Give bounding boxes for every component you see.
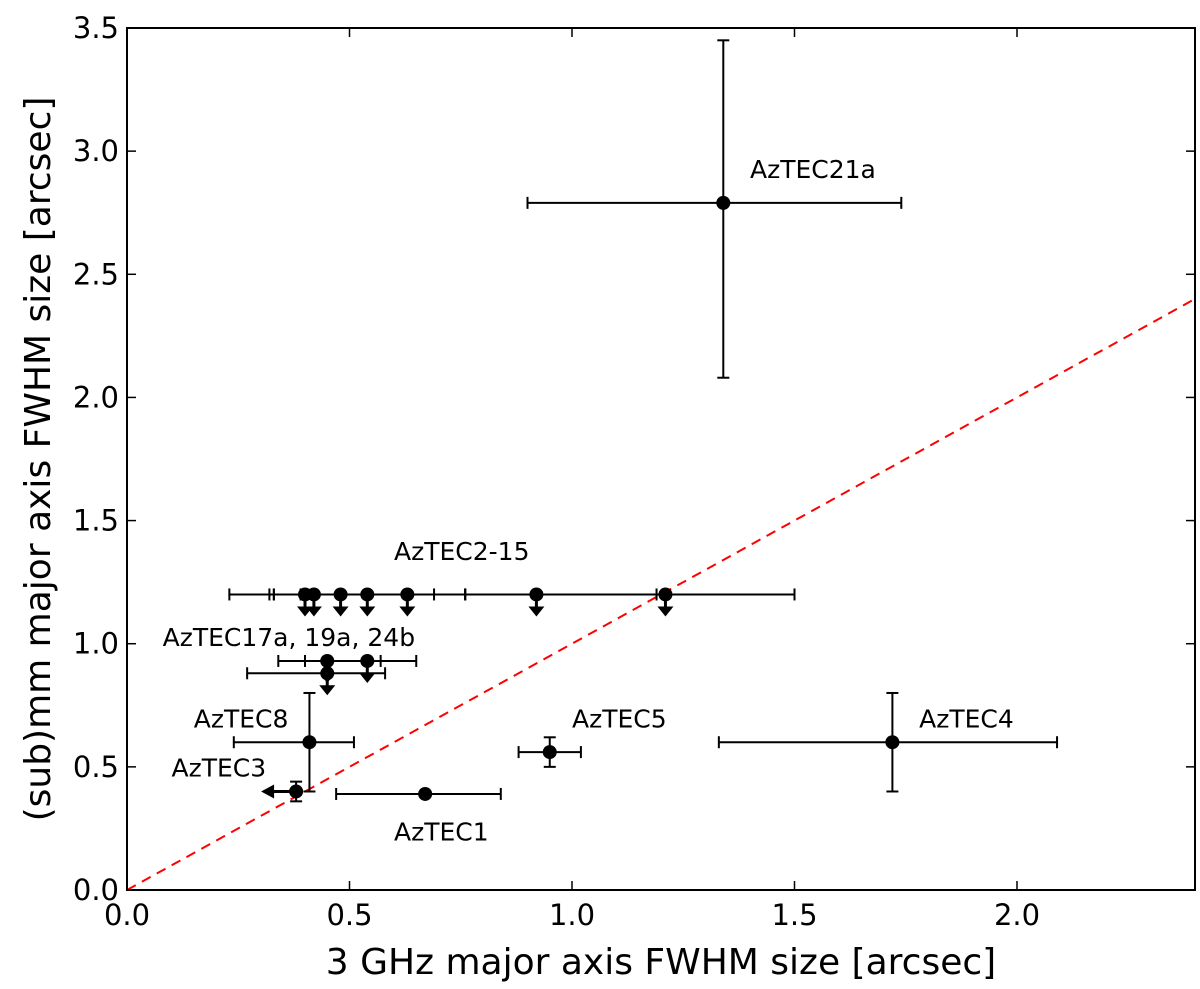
data-point-group bbox=[272, 587, 467, 617]
point-annotation: AzTEC1 bbox=[394, 818, 489, 847]
upper-limit-arrow-head bbox=[528, 606, 545, 617]
axis-ticks: 0.0 0.5 1.0 1.5 2.0 0.0 0.5 1.0 1.5 2.0 2.5 3.0 3.5 bbox=[73, 11, 1195, 932]
x-axis-label: 3 GHz major axis FWHM size [arcsec] bbox=[326, 942, 996, 983]
data-point-marker bbox=[400, 587, 415, 602]
data-point-group bbox=[268, 587, 369, 617]
data-point-marker bbox=[302, 735, 317, 750]
x-tick-label: 1.0 bbox=[549, 898, 595, 932]
point-annotation: AzTEC5 bbox=[572, 704, 667, 733]
y-tick-label: 3.5 bbox=[73, 11, 119, 45]
data-point-marker bbox=[418, 786, 433, 801]
data-point-group bbox=[717, 691, 1059, 793]
point-annotation: AzTEC4 bbox=[919, 704, 1014, 733]
upper-limit-arrow-head bbox=[319, 685, 336, 696]
data-point-group bbox=[517, 736, 582, 768]
data-point-group bbox=[304, 653, 418, 683]
data-point-group bbox=[261, 780, 304, 803]
y-tick-label: 0.0 bbox=[73, 873, 119, 907]
data-point-group bbox=[246, 666, 387, 696]
point-annotation: AzTEC2-15 bbox=[394, 537, 530, 566]
data-point-group bbox=[299, 587, 436, 617]
y-tick-label: 2.0 bbox=[73, 380, 119, 414]
x-tick-label: 1.5 bbox=[771, 898, 817, 932]
data-point-group bbox=[232, 691, 355, 793]
data-point-marker bbox=[289, 784, 304, 799]
point-annotations: AzTEC21a AzTEC4 AzTEC5 AzTEC8 AzTEC3 AzTEC1 Az… bbox=[163, 155, 1014, 847]
plot-frame bbox=[126, 27, 1196, 891]
data-point-group bbox=[272, 587, 409, 617]
data-point-marker bbox=[716, 195, 731, 210]
y-tick-label: 2.5 bbox=[73, 257, 119, 291]
data-points bbox=[228, 39, 1059, 803]
data-point-group bbox=[464, 587, 796, 617]
point-annotation: AzTEC3 bbox=[172, 754, 267, 783]
point-annotation: AzTEC8 bbox=[194, 704, 289, 733]
data-point-marker bbox=[885, 735, 900, 750]
data-point-marker bbox=[320, 666, 335, 681]
point-annotation: AzTEC17a, 19a, 24b bbox=[163, 623, 415, 652]
y-tick-label: 1.5 bbox=[73, 504, 119, 538]
data-point-marker bbox=[542, 745, 557, 760]
x-tick-label: 0.5 bbox=[326, 898, 372, 932]
upper-limit-arrow-head bbox=[305, 606, 322, 617]
data-point-marker bbox=[658, 587, 673, 602]
left-limit-arrow-head bbox=[261, 784, 275, 799]
upper-limit-arrow-head bbox=[359, 672, 376, 683]
upper-limit-arrow-head bbox=[359, 606, 376, 617]
x-tick-label: 2.0 bbox=[994, 898, 1040, 932]
data-point-group bbox=[526, 39, 903, 379]
upper-limit-arrow-head bbox=[332, 606, 349, 617]
upper-limit-arrow-head bbox=[657, 606, 674, 617]
y-tick-label: 3.0 bbox=[73, 134, 119, 168]
x-tick-label: 0.0 bbox=[104, 898, 150, 932]
y-tick-label: 1.0 bbox=[73, 627, 119, 661]
data-point-marker bbox=[360, 653, 375, 668]
data-point-group bbox=[464, 587, 658, 617]
point-annotation: AzTEC21a bbox=[750, 155, 876, 184]
y-tick-label: 0.5 bbox=[73, 750, 119, 784]
upper-limit-arrow-head bbox=[399, 606, 416, 617]
data-point-group bbox=[335, 786, 502, 801]
y-axis-label: (sub)mm major axis FWHM size [arcsec] bbox=[18, 97, 59, 822]
